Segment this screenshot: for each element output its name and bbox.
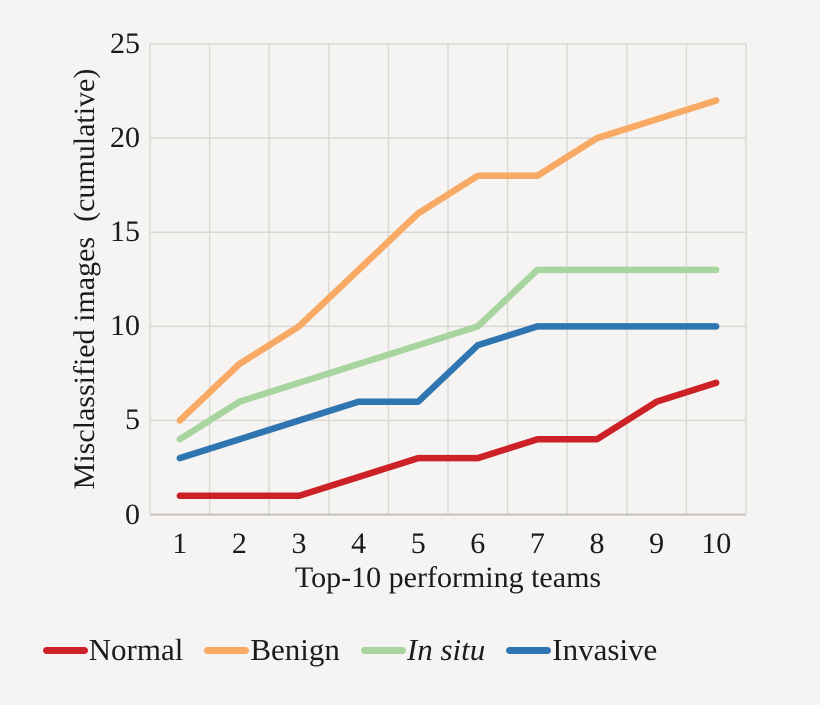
y-tick-label: 20 — [110, 121, 140, 155]
x-tick-label: 4 — [351, 527, 367, 560]
legend-item-invasive: Invasive — [506, 633, 657, 667]
x-tick-label: 10 — [701, 527, 732, 560]
gridlines — [149, 43, 747, 516]
legend-label-invasive: Invasive — [552, 632, 658, 667]
y-tick-label: 5 — [125, 403, 140, 437]
series-line-invasive — [176, 323, 720, 462]
legend-swatch-invasive — [506, 646, 552, 654]
legend-swatch-normal — [42, 646, 88, 654]
x-tick-label: 9 — [649, 527, 665, 560]
x-tick-label: 3 — [291, 527, 307, 560]
legend-swatch-in-situ — [360, 646, 406, 654]
series-line-normal — [176, 379, 720, 500]
x-tick-label: 6 — [470, 527, 486, 560]
chart-legend: Normal Benign In situ Invasive — [0, 633, 700, 667]
y-tick-label: 0 — [125, 497, 140, 531]
x-tick-label: 2 — [231, 527, 247, 560]
legend-swatch-benign — [204, 646, 250, 654]
y-tick-label: 10 — [110, 309, 140, 343]
legend-label-normal: Normal — [88, 632, 184, 667]
legend-item-in-situ: In situ — [360, 632, 486, 667]
legend-label-benign: Benign — [250, 632, 340, 667]
x-tick-label: 1 — [172, 527, 188, 560]
series-line-in-situ — [176, 266, 720, 443]
y-tick-label: 15 — [110, 215, 140, 249]
x-axis-title: Top-10 performing teams — [294, 561, 602, 594]
legend-item-normal: Normal — [42, 632, 184, 667]
x-tick-label: 8 — [589, 527, 605, 560]
legend-label-in-situ: In situ — [406, 632, 486, 667]
x-tick-label: 5 — [410, 527, 426, 560]
series-line-benign — [176, 97, 720, 424]
y-axis-title: Misclassified images (cumulative) — [68, 68, 101, 490]
x-tick-label: 7 — [529, 527, 545, 560]
y-tick-label: 25 — [110, 27, 140, 60]
legend-item-benign: Benign — [204, 633, 340, 667]
